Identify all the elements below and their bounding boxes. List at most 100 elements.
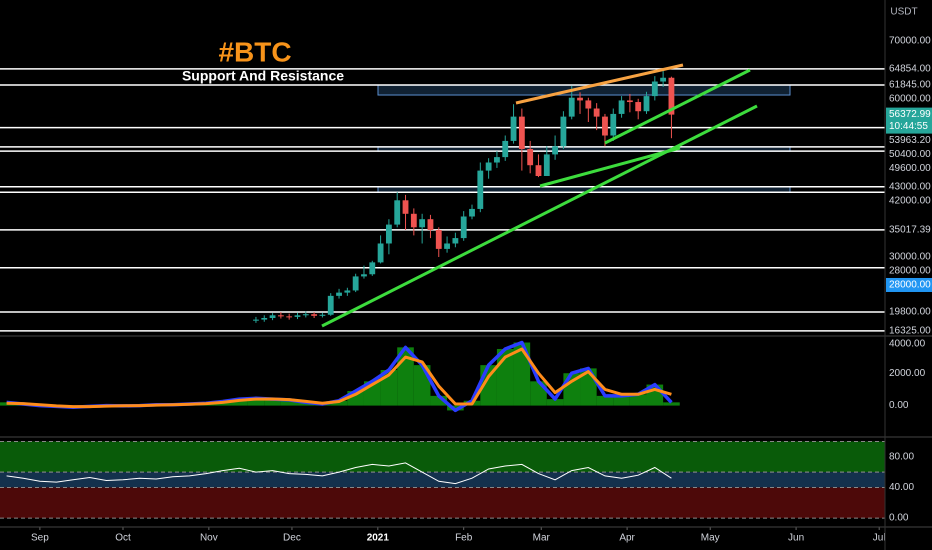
x-tick-label: Jun bbox=[788, 533, 804, 544]
level-label: 43000.00 bbox=[889, 181, 931, 192]
level-label: 64854.00 bbox=[889, 63, 931, 74]
candle-body bbox=[568, 97, 575, 117]
candle-body bbox=[361, 274, 367, 277]
candle-body bbox=[460, 216, 467, 239]
candle-body bbox=[585, 100, 592, 109]
candle-body bbox=[643, 96, 650, 112]
signal-line bbox=[6, 347, 672, 409]
candle-body bbox=[410, 213, 417, 228]
y-tick-label: 80.00 bbox=[889, 451, 914, 462]
trend-line bbox=[515, 63, 684, 105]
histogram-bar bbox=[330, 400, 348, 406]
x-tick-label: Oct bbox=[115, 533, 131, 544]
candle-body bbox=[618, 100, 625, 114]
rsi-line bbox=[6, 462, 672, 485]
candle-body bbox=[427, 219, 434, 230]
y-tick-label: 0.00 bbox=[889, 400, 909, 411]
band bbox=[0, 441, 885, 473]
candle-body bbox=[319, 314, 326, 316]
candle-body bbox=[253, 319, 259, 321]
x-tick-label: May bbox=[701, 533, 720, 544]
histogram-bar bbox=[247, 398, 265, 406]
level-label: 16325.00 bbox=[889, 325, 931, 336]
candle-body bbox=[552, 146, 559, 155]
x-tick-label: Sep bbox=[31, 533, 49, 544]
y-tick-label: 0.00 bbox=[889, 513, 909, 524]
zone bbox=[377, 186, 791, 193]
candle-body bbox=[327, 295, 334, 315]
band bbox=[0, 487, 885, 519]
candle-body bbox=[277, 315, 284, 317]
candle-body bbox=[302, 314, 309, 316]
candle-body bbox=[352, 276, 359, 291]
x-tick-label: Nov bbox=[200, 533, 218, 544]
candle-body bbox=[394, 200, 401, 225]
histogram-bar bbox=[546, 399, 564, 406]
candle-body bbox=[518, 116, 525, 150]
y-tick-label: 60000.00 bbox=[889, 94, 931, 105]
histogram-bar bbox=[513, 342, 531, 406]
x-tick-label: Feb bbox=[455, 533, 473, 544]
candle-body bbox=[344, 290, 351, 293]
candle-body bbox=[444, 243, 450, 249]
trend-line bbox=[321, 104, 758, 328]
candle-body bbox=[626, 100, 633, 103]
candle-body bbox=[402, 200, 409, 214]
y-tick-label: 40.00 bbox=[889, 482, 914, 493]
chart-subtitle: Support And Resistance bbox=[182, 68, 344, 84]
x-tick-label: Jul bbox=[873, 533, 886, 544]
band bbox=[0, 472, 885, 488]
candle-body bbox=[336, 292, 342, 296]
candle-body bbox=[452, 238, 459, 244]
histogram-bar bbox=[264, 399, 281, 406]
candle-body bbox=[261, 317, 268, 320]
histogram-bar bbox=[596, 395, 614, 406]
highlight-label: 28000.00 bbox=[889, 280, 931, 291]
candle-body bbox=[286, 316, 293, 318]
candle-body bbox=[535, 165, 542, 177]
candle-body bbox=[269, 315, 276, 318]
candle-body bbox=[477, 170, 484, 209]
candle-body bbox=[577, 97, 583, 101]
candle-body bbox=[527, 149, 534, 166]
candle-body bbox=[651, 81, 658, 97]
x-tick-label: Apr bbox=[619, 533, 635, 544]
x-tick-label: Mar bbox=[533, 533, 551, 544]
level-label: 19800.00 bbox=[889, 307, 931, 318]
histogram-bar bbox=[447, 405, 464, 411]
price-label-bg bbox=[886, 107, 932, 134]
candle-body bbox=[610, 113, 617, 136]
level-label: 28000.00 bbox=[889, 266, 931, 277]
histogram-bar bbox=[663, 402, 680, 406]
histogram-bar bbox=[430, 395, 448, 406]
trend-line bbox=[604, 68, 751, 145]
candle-body bbox=[560, 116, 567, 147]
countdown: 10:44:55 bbox=[889, 121, 928, 132]
candle-body bbox=[435, 229, 442, 249]
level-label: 49600.00 bbox=[889, 163, 931, 174]
candle-body bbox=[369, 262, 376, 275]
candle-body bbox=[602, 116, 608, 136]
candle-body bbox=[635, 102, 642, 112]
candle-body bbox=[510, 116, 517, 141]
candle-body bbox=[385, 224, 392, 244]
y-tick-label: 4000.00 bbox=[889, 339, 926, 350]
chart-title: #BTC bbox=[218, 36, 291, 67]
candle-body bbox=[660, 77, 667, 82]
candle-body bbox=[469, 208, 475, 217]
candle-body bbox=[294, 315, 301, 317]
histogram-bar bbox=[231, 399, 248, 406]
histogram-bar bbox=[629, 394, 647, 406]
candle-body bbox=[593, 108, 600, 117]
candle-body bbox=[494, 157, 500, 163]
candle-body bbox=[419, 219, 426, 228]
y-tick-label: 30000.00 bbox=[889, 252, 931, 263]
level-label: 42000.00 bbox=[889, 195, 931, 206]
level-label: 53963.20 bbox=[889, 135, 931, 146]
currency-unit: USDT bbox=[890, 7, 917, 18]
candle-body bbox=[485, 162, 492, 171]
x-tick-label: 2021 bbox=[367, 533, 390, 544]
candle-body bbox=[543, 154, 550, 177]
y-tick-label: 70000.00 bbox=[889, 36, 931, 47]
